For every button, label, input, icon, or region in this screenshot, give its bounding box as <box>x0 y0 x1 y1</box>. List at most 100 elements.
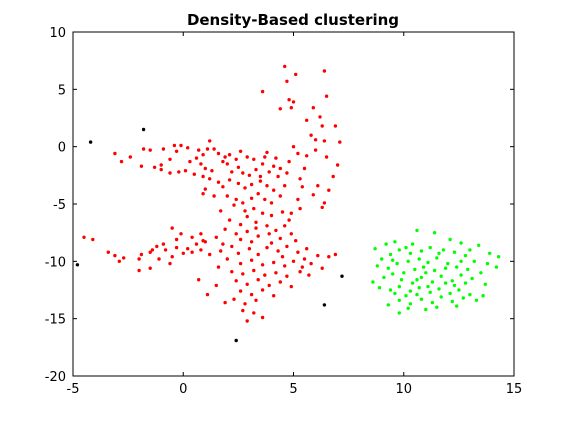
data-point <box>219 249 223 253</box>
data-point <box>141 127 146 132</box>
x-tick-label: 5 <box>289 382 297 397</box>
data-point <box>205 147 210 151</box>
data-point <box>470 276 474 281</box>
data-point <box>249 258 254 262</box>
data-point <box>340 274 344 278</box>
data-point <box>216 265 221 269</box>
data-point <box>113 253 117 258</box>
data-point <box>408 251 413 255</box>
data-point <box>305 247 309 251</box>
data-point <box>137 268 141 273</box>
data-point <box>216 180 221 184</box>
data-point <box>161 147 166 151</box>
data-point <box>404 294 408 298</box>
data-point <box>243 186 247 190</box>
y-tick-label: 5 <box>58 83 66 98</box>
data-point <box>289 211 293 215</box>
data-point <box>219 209 223 213</box>
data-point <box>150 248 155 252</box>
data-point <box>291 100 296 104</box>
data-point <box>302 166 307 171</box>
data-point <box>320 124 324 128</box>
data-point <box>283 264 287 268</box>
data-point <box>230 244 234 249</box>
data-point <box>260 263 265 267</box>
data-point <box>205 292 210 297</box>
data-point <box>481 294 485 298</box>
data-point <box>203 187 207 191</box>
data-point <box>159 163 163 167</box>
data-point <box>122 256 126 260</box>
data-point <box>208 177 212 181</box>
data-point <box>463 281 468 285</box>
data-point <box>177 170 181 174</box>
data-point <box>435 305 439 309</box>
data-point <box>393 240 397 244</box>
data-point <box>269 241 274 245</box>
data-point <box>397 298 401 302</box>
data-point <box>201 239 205 243</box>
data-point <box>455 265 459 269</box>
data-point <box>208 139 212 143</box>
data-point <box>186 146 190 150</box>
data-point <box>406 259 410 263</box>
data-point <box>335 163 340 167</box>
data-point <box>309 133 313 137</box>
data-point <box>296 197 300 202</box>
data-point <box>201 153 205 157</box>
data-point <box>172 143 177 148</box>
data-point <box>254 220 258 224</box>
data-point <box>408 289 413 293</box>
data-point <box>298 206 302 211</box>
data-point <box>388 288 393 292</box>
data-point <box>296 151 300 156</box>
data-point <box>227 153 232 157</box>
data-point <box>236 165 241 169</box>
data-point <box>384 242 388 246</box>
data-point <box>245 229 249 234</box>
data-point <box>386 266 390 270</box>
data-point <box>278 166 282 171</box>
data-point <box>289 284 293 289</box>
data-point <box>327 188 331 192</box>
data-point <box>287 98 291 102</box>
data-point <box>181 251 185 255</box>
data-point <box>441 248 446 252</box>
data-point <box>258 174 263 179</box>
y-tick-label: -15 <box>45 313 66 328</box>
data-point <box>249 240 254 244</box>
data-point <box>417 257 421 261</box>
data-point <box>488 251 492 255</box>
data-point <box>186 247 190 251</box>
data-point <box>415 292 419 297</box>
data-point <box>163 248 168 252</box>
data-point <box>410 242 415 246</box>
data-point <box>382 275 386 280</box>
data-point <box>496 255 501 259</box>
data-point <box>479 271 483 275</box>
data-point <box>468 248 472 252</box>
data-point <box>113 151 117 156</box>
data-point <box>245 214 249 219</box>
data-point <box>313 148 318 152</box>
data-point <box>267 170 271 174</box>
data-point <box>245 319 249 323</box>
data-point <box>322 69 327 73</box>
data-point <box>247 173 252 177</box>
data-point <box>300 185 304 189</box>
data-point <box>260 162 265 166</box>
data-point <box>375 264 379 268</box>
data-point <box>331 174 335 179</box>
data-point <box>238 237 243 242</box>
data-point <box>276 249 280 253</box>
data-point <box>161 242 166 246</box>
data-point <box>141 147 146 151</box>
data-point <box>404 245 408 250</box>
data-point <box>388 252 393 257</box>
data-point <box>265 184 269 188</box>
data-point <box>168 171 172 175</box>
data-point <box>477 243 481 247</box>
data-point <box>152 165 157 169</box>
data-point <box>432 268 437 273</box>
data-point <box>225 194 229 198</box>
